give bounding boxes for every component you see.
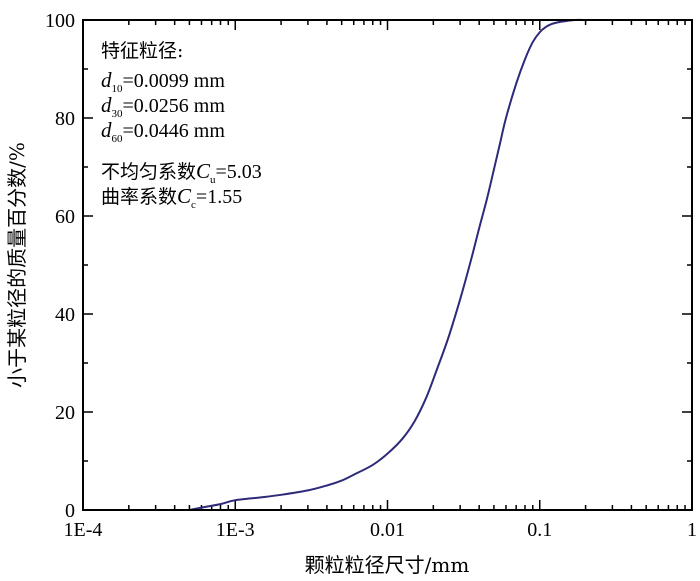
y-tick-label: 60 xyxy=(55,206,75,228)
cu-prefix: 不均匀系数 xyxy=(101,161,196,183)
data-points-layer xyxy=(188,19,587,511)
data-point xyxy=(493,168,495,171)
y-tick-label: 100 xyxy=(45,10,75,32)
data-point xyxy=(341,480,343,482)
d30-var: d xyxy=(101,93,112,117)
data-point xyxy=(261,496,263,498)
data-point xyxy=(413,421,415,423)
d30-sub: 30 xyxy=(112,108,124,120)
cu-sub: u xyxy=(210,174,216,186)
data-point xyxy=(372,464,374,466)
data-point xyxy=(200,506,203,509)
data-point xyxy=(307,489,309,491)
data-point xyxy=(551,23,553,25)
x-tick-label: 1E-4 xyxy=(64,519,103,541)
ticks-layer xyxy=(82,19,693,511)
annotation-cc: 曲率系数Cc=1.55 xyxy=(101,184,242,211)
x-tick-label: 1 xyxy=(687,519,697,541)
d30-value: =0.0256 mm xyxy=(123,95,226,117)
data-point xyxy=(447,337,449,340)
data-point xyxy=(234,499,236,501)
y-tick-label: 40 xyxy=(55,304,75,326)
x-tick-label: 1E-3 xyxy=(216,519,255,541)
d60-value: =0.0446 mm xyxy=(123,120,226,142)
data-point xyxy=(280,494,282,496)
annotation-d10: d10=0.0099 mm xyxy=(101,68,225,95)
annotation-box: 特征粒径: d10=0.0099 mm d30=0.0256 mm d60=0.… xyxy=(101,40,262,211)
data-point xyxy=(326,484,328,487)
cc-var: C xyxy=(177,184,192,208)
annotation-heading: 特征粒径: xyxy=(101,40,183,62)
plot-frame xyxy=(82,19,693,511)
data-point xyxy=(401,438,403,440)
d60-sub: 60 xyxy=(112,133,124,145)
data-point xyxy=(478,227,480,229)
y-tick-label: 20 xyxy=(55,402,75,424)
annotation-d30: d30=0.0256 mm xyxy=(101,93,225,120)
cc-prefix: 曲率系数 xyxy=(101,186,177,208)
y-axis-title: 小于某粒径的质量百分数/% xyxy=(5,142,29,388)
x-tick-label: 0.01 xyxy=(370,519,405,541)
cu-var: C xyxy=(196,159,211,183)
d60-var: d xyxy=(101,118,112,142)
data-point xyxy=(459,298,461,300)
data-point xyxy=(515,83,517,85)
data-point xyxy=(558,21,561,23)
data-point xyxy=(505,117,507,119)
y-tick-label: 0 xyxy=(65,500,75,522)
cc-sub: c xyxy=(191,199,196,211)
x-axis-title: 颗粒粒径尺寸/mm xyxy=(305,553,470,577)
d10-var: d xyxy=(101,68,112,92)
data-point xyxy=(486,198,488,200)
annotation-d60: d60=0.0446 mm xyxy=(101,118,225,145)
data-point xyxy=(435,369,438,371)
annotation-cu: 不均匀系数Cu=5.03 xyxy=(101,159,262,186)
y-tick-label: 80 xyxy=(55,108,75,130)
cc-value: =1.55 xyxy=(196,186,242,208)
data-point xyxy=(532,41,534,43)
data-point xyxy=(539,31,541,33)
data-point xyxy=(425,396,427,398)
data-point xyxy=(219,503,222,505)
x-tick-label: 0.1 xyxy=(527,519,552,541)
d10-sub: 10 xyxy=(112,83,124,95)
data-point xyxy=(386,453,389,455)
data-point xyxy=(499,141,501,144)
data-point xyxy=(353,474,355,476)
d10-value: =0.0099 mm xyxy=(123,70,226,92)
data-point xyxy=(545,26,547,28)
data-point xyxy=(524,58,526,60)
data-point xyxy=(469,261,471,264)
series-line-grading-curve xyxy=(189,18,586,511)
cu-value: =5.03 xyxy=(216,161,262,183)
